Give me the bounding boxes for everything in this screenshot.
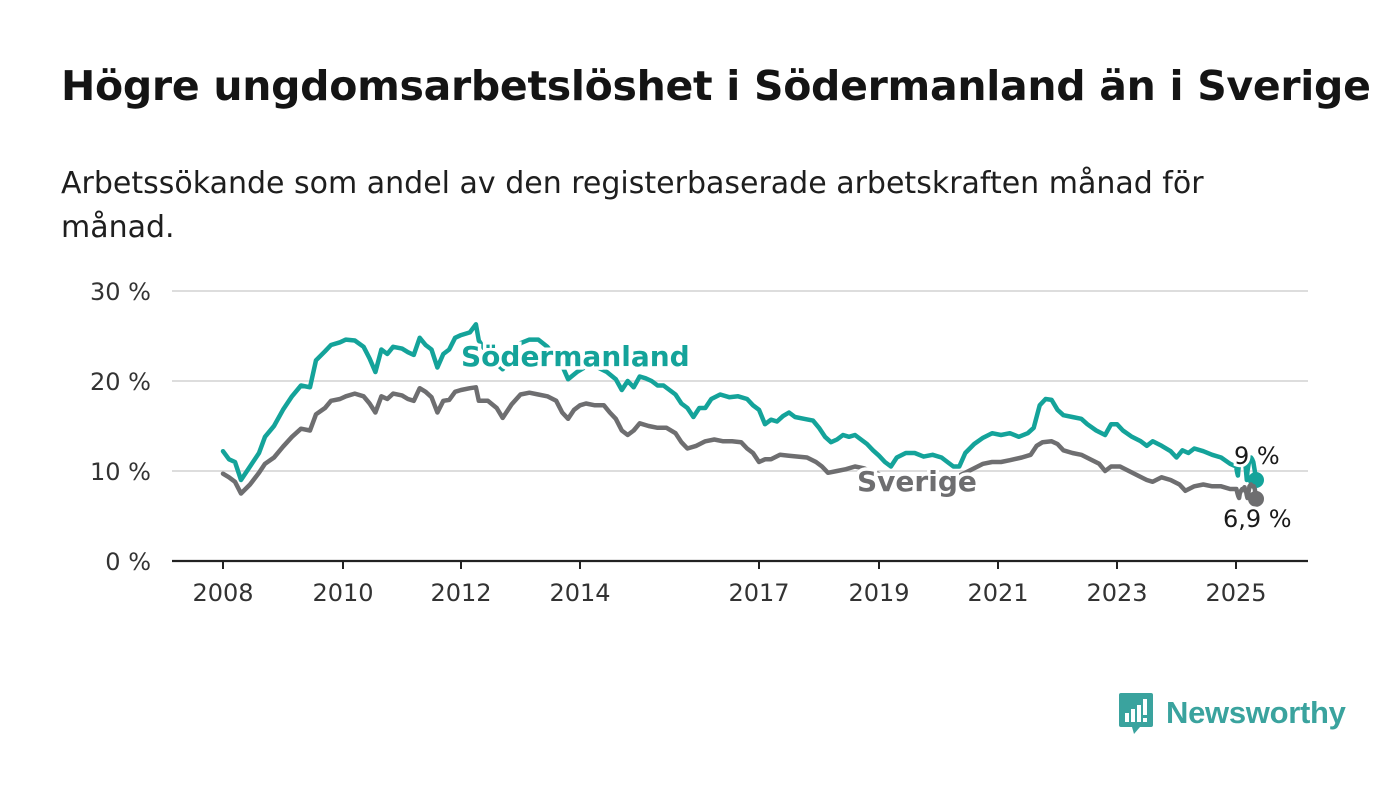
- x-tick-label: 2025: [1205, 579, 1266, 607]
- series-labels: Södermanland Sverige 9 % 6,9 %: [458, 337, 1295, 537]
- y-axis-ticks: 0 % 10 % 20 % 30 %: [90, 278, 151, 576]
- series-label-sverige: Sverige: [857, 465, 977, 498]
- series-lines: [220, 322, 1264, 507]
- y-tick-label: 10 %: [90, 458, 151, 486]
- y-tick-label: 30 %: [90, 278, 151, 306]
- brand-name: Newsworthy: [1166, 695, 1346, 730]
- series-label-sodermanland: Södermanland: [461, 340, 690, 373]
- x-tick-label: 2008: [192, 579, 253, 607]
- end-value-sodermanland: 9 %: [1234, 442, 1280, 470]
- grid-lines: [172, 290, 1308, 563]
- end-value-sverige: 6,9 %: [1223, 505, 1292, 533]
- x-tick-label: 2019: [848, 579, 909, 607]
- chart-subtitle: Arbetssökande som andel av den registerb…: [61, 166, 1204, 245]
- x-tick-label: 2023: [1086, 579, 1147, 607]
- x-tick-label: 2017: [728, 579, 789, 607]
- series-line-sodermanland: [220, 322, 1259, 483]
- x-tick-label: 2010: [312, 579, 373, 607]
- x-axis-ticks: 2008 2010 2012 2014 2017 2019 2021 2023 2025: [192, 561, 1267, 607]
- bar-chart-icon: [1119, 693, 1153, 734]
- x-tick-label: 2012: [430, 579, 491, 607]
- series-line-sverige: [951, 439, 1259, 502]
- y-tick-label: 0 %: [105, 548, 151, 576]
- newsworthy-logo: Newsworthy: [1118, 690, 1346, 736]
- x-tick-label: 2021: [967, 579, 1028, 607]
- end-point-sverige: [1248, 490, 1264, 507]
- x-tick-label: 2014: [549, 579, 610, 607]
- y-tick-label: 20 %: [90, 368, 151, 396]
- chart-title: Högre ungdomsarbetslöshet i Södermanland…: [61, 62, 1371, 110]
- series-line-sverige: [220, 385, 909, 496]
